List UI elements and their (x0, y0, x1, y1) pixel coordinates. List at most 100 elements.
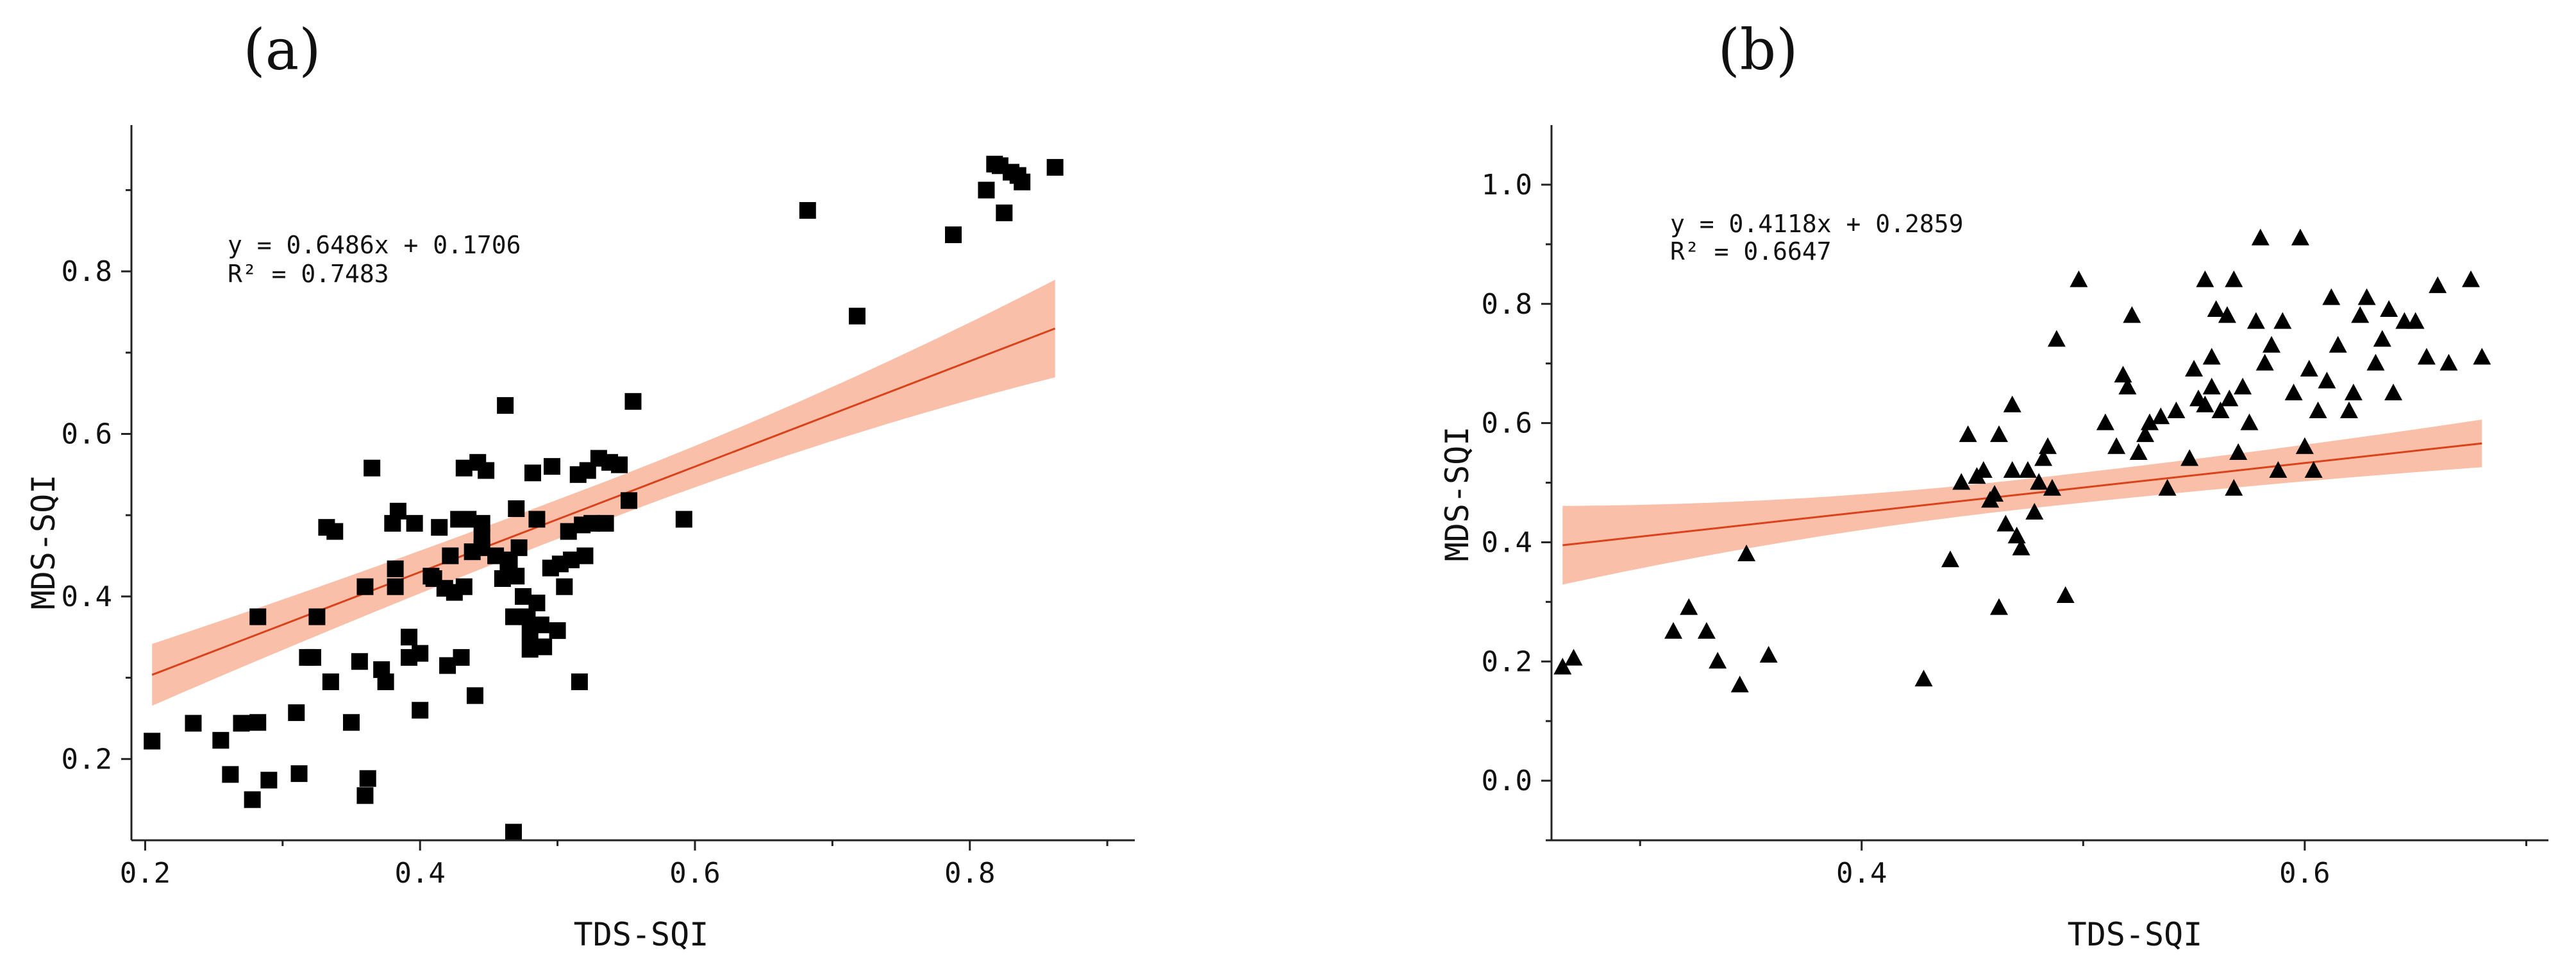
panel-a-regression-equation: y = 0.6486x + 0.1706 (228, 231, 521, 259)
panel-b-data-point (1697, 622, 1716, 639)
panel-a-data-point (524, 464, 541, 482)
panel-a-data-point (233, 715, 250, 732)
panel-b-x-tick-label: 0.4 (1836, 857, 1887, 890)
panel-b-data-point (2300, 359, 2318, 377)
panel-b-data-point (2329, 335, 2347, 353)
panel-b-data-point (1737, 545, 1756, 561)
panel-b-data-point (2462, 270, 2480, 287)
panel-b-data-point (2234, 377, 2252, 394)
panel-b-data-point (2129, 443, 2148, 461)
panel-b-data-point (2225, 479, 2243, 496)
panel-b-data-point (2309, 402, 2327, 418)
panel-a-data-point (549, 622, 566, 640)
panel-b-regression-equation: y = 0.4118x + 0.2859 (1670, 210, 1964, 238)
panel-b-y-tick-label: 0.8 (1482, 288, 1532, 321)
panel-a-data-point (431, 519, 448, 536)
panel-a-data-point (304, 648, 321, 666)
panel-a-data-point (387, 578, 404, 595)
panel-a-data-point (611, 456, 628, 473)
panel-a-data-point (621, 492, 638, 509)
panel-a-data-point (406, 514, 423, 532)
panel-b-data-point (2269, 461, 2287, 478)
panel-a-data-point (453, 648, 470, 666)
panel-a-regression-line (151, 327, 1056, 676)
panel-b-data-point (2344, 384, 2363, 401)
panel-b-data-point (1952, 473, 1971, 490)
panel-b-data-point (2366, 353, 2385, 371)
panel-b-data-point (2240, 413, 2259, 430)
panel-b-data-point (2255, 353, 2274, 371)
panel-a-data-point (343, 714, 360, 731)
panel-b-data-point (2218, 306, 2236, 323)
panel-b-y-tick-label: 0.6 (1482, 407, 1532, 440)
panel-b-data-point (1664, 622, 1683, 639)
panel-b-data-point (1941, 550, 1959, 568)
panel-b-data-point (2284, 384, 2303, 401)
panel-b-data-point (2196, 270, 2214, 287)
panel-b-y-tick-label: 0.2 (1482, 645, 1532, 678)
panel-b-data-point (2096, 413, 2114, 430)
panel-a-data-point (1046, 158, 1064, 176)
panel-b-data-point (1553, 657, 1572, 675)
panel-b-data-point (2225, 270, 2243, 287)
panel-a-x-tick-label: 0.2 (120, 857, 171, 890)
panel-a-y-axis-label: MDS-SQI (25, 475, 62, 610)
panel-b-data-point (2340, 402, 2358, 418)
panel-b-data-point (2018, 461, 2037, 478)
panel-b-data-point (2211, 402, 2230, 418)
panel-b-confidence-band (1562, 419, 2482, 585)
panel-a-data-point (144, 733, 161, 750)
panel-b-data-point (1730, 675, 1749, 693)
panel-a-data-point (442, 547, 459, 564)
panel-a-x-tick-label: 0.6 (669, 857, 720, 890)
panel-b-data-point (2439, 353, 2458, 371)
panel-b-data-point (2246, 312, 2265, 329)
panel-b-data-point (2202, 348, 2221, 365)
panel-a-data-point (556, 578, 573, 595)
panel-b-data-point (1709, 652, 1727, 669)
panel-b-y-tick-label: 0.4 (1482, 526, 1532, 559)
panel-b-data-point (1990, 598, 2009, 615)
panel-a-data-point (249, 714, 267, 731)
panel-a-data-point (473, 514, 490, 532)
panel-a-data-point (412, 645, 429, 662)
panel-a-data-point (505, 824, 522, 841)
panel-a-data-point (466, 687, 483, 704)
panel-b-data-point (2030, 473, 2048, 490)
panel-a-x-axis-label: TDS-SQI (574, 916, 709, 953)
panel-a-data-point (455, 578, 473, 595)
panel-b-x-axis-label: TDS-SQI (2068, 916, 2203, 953)
panel-b-regression-line (1562, 442, 2482, 547)
panel-b-data-point (2202, 377, 2221, 394)
panel-b-data-point (2123, 306, 2141, 323)
panel-a-data-point (528, 595, 546, 612)
panel-a-data-point (401, 629, 418, 646)
panel-a-y-tick-label: 0.2 (62, 743, 112, 775)
panel-b-data-point (1564, 648, 1583, 666)
panel-a-data-point (412, 702, 429, 719)
panel-a-data-point (799, 202, 816, 219)
panel-a-data-point (389, 502, 406, 520)
panel-a-data-point (1014, 173, 1031, 191)
panel-b-data-point (2196, 395, 2214, 412)
panel-b-data-point (2295, 437, 2314, 454)
panel-b-data-point (2003, 395, 2021, 412)
panel-a-data-point (478, 462, 495, 479)
panel-a-data-point (473, 529, 490, 547)
panel-b-data-point (2158, 479, 2177, 496)
panel-a-data-point (387, 560, 404, 577)
panel-b-data-point (2304, 461, 2323, 478)
panel-a-data-point (356, 787, 374, 804)
panel-a-data-point (260, 772, 278, 789)
panel-a-data-point (508, 500, 525, 518)
panel-b-data-point (2056, 586, 2075, 604)
panel-b-data-point (2220, 389, 2239, 407)
panel-b-data-point (1986, 485, 2004, 502)
panel-b-data-point (2114, 366, 2132, 383)
panel-a-data-point (359, 770, 376, 787)
panel-b-data-point (2406, 312, 2425, 329)
panel-b-data-point (2012, 538, 2030, 555)
panel-b-data-point (2034, 449, 2053, 466)
panel-a-data-point (356, 578, 374, 595)
panel-b-data-point (2107, 437, 2126, 454)
